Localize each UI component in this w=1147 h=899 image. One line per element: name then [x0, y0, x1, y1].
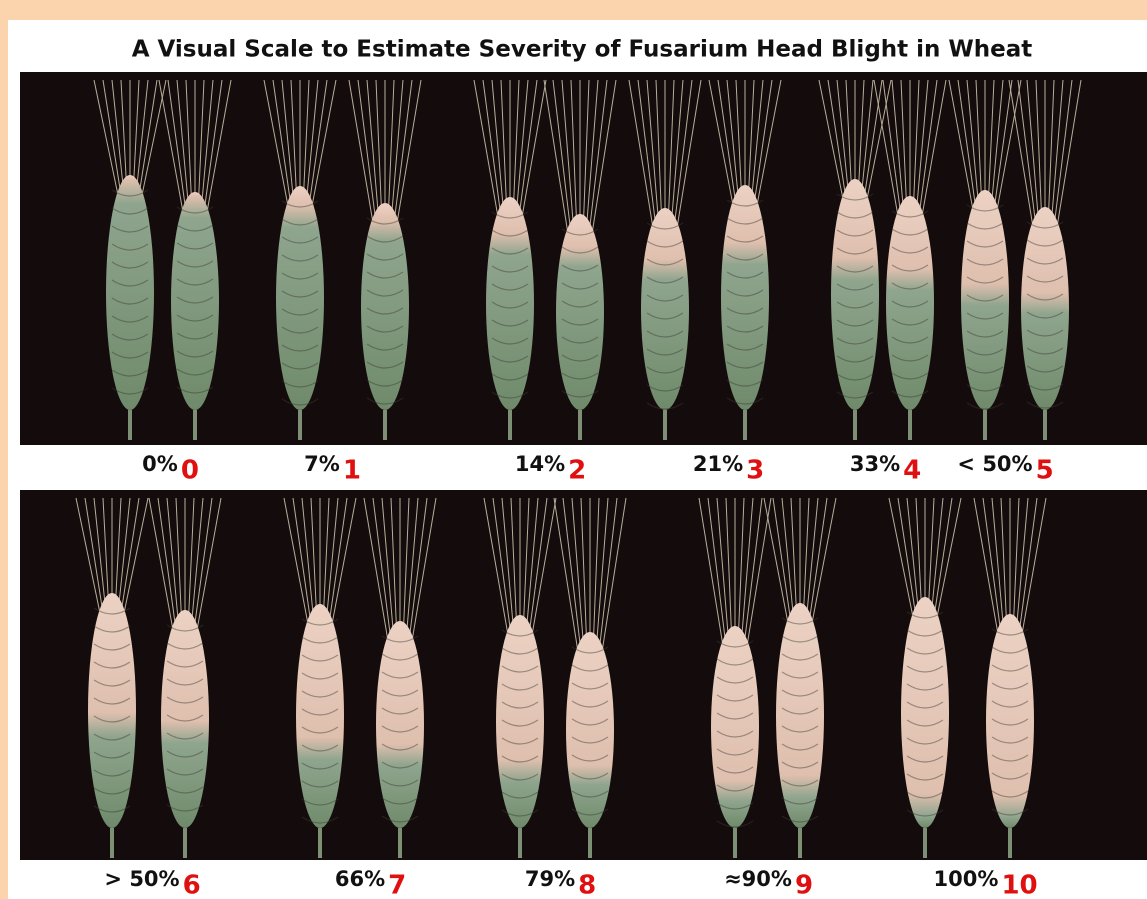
severity-score: 10	[1001, 871, 1037, 899]
severity-percent: 100%	[934, 867, 999, 891]
severity-score: 7	[388, 871, 406, 899]
severity-percent: < 50%	[957, 452, 1032, 476]
wheat-head	[961, 190, 1009, 410]
severity-percent: 66%	[335, 867, 385, 891]
severity-percent: ≈90%	[724, 867, 792, 891]
figure: A Visual Scale to Estimate Severity of F…	[0, 0, 1147, 899]
severity-score: 4	[903, 456, 921, 486]
wheat-head	[376, 621, 424, 828]
severity-percent: 0%	[142, 452, 178, 476]
severity-percent: > 50%	[104, 867, 179, 891]
severity-percent: 33%	[850, 452, 900, 476]
wheat-head	[161, 610, 209, 828]
severity-score: 9	[795, 871, 813, 899]
severity-percent: 79%	[525, 867, 575, 891]
severity-score: 6	[183, 871, 201, 899]
wheat-head	[496, 615, 544, 828]
severity-percent: 7%	[304, 452, 340, 476]
severity-score: 3	[746, 456, 764, 486]
wheat-head	[566, 632, 614, 828]
wheat-head	[886, 196, 934, 410]
severity-score: 8	[578, 871, 596, 899]
wheat-head	[171, 192, 219, 410]
wheat-head	[88, 593, 136, 828]
wheat-head	[106, 175, 154, 410]
title: A Visual Scale to Estimate Severity of F…	[132, 37, 1033, 63]
severity-percent: 14%	[515, 452, 565, 476]
severity-score: 5	[1036, 456, 1054, 486]
wheat-head	[486, 197, 534, 410]
severity-score: 2	[568, 456, 586, 486]
severity-score: 0	[181, 456, 199, 486]
wheat-head	[986, 614, 1034, 828]
severity-score: 1	[343, 456, 361, 486]
wheat-head	[641, 208, 689, 410]
wheat-head	[556, 214, 604, 410]
wheat-head	[711, 626, 759, 828]
severity-percent: 21%	[693, 452, 743, 476]
wheat-head	[1021, 207, 1069, 410]
wheat-head	[361, 203, 409, 410]
